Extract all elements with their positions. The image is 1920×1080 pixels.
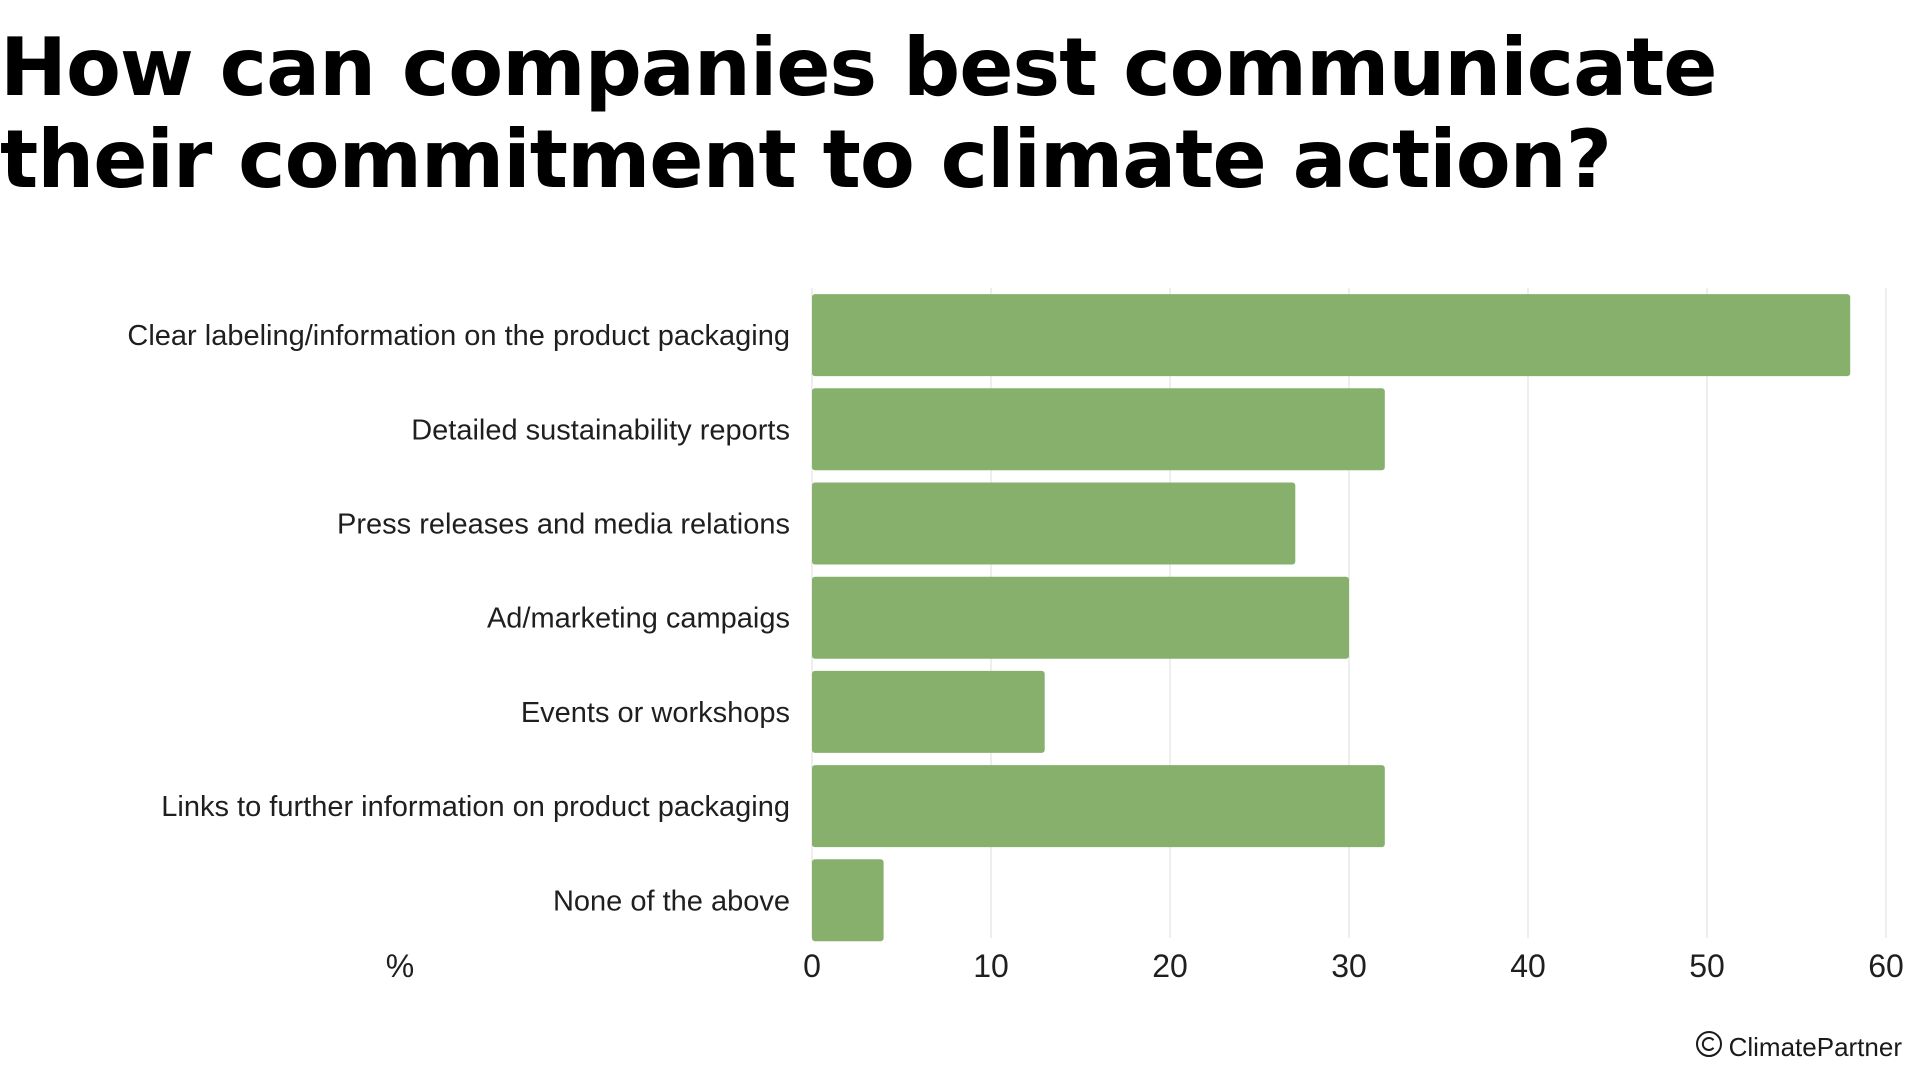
tick-label: 0	[803, 948, 821, 984]
bar	[812, 765, 1385, 848]
tick-label: 20	[1152, 948, 1188, 984]
category-label: Events or workshops	[521, 697, 790, 729]
credit-text: ClimatePartner	[1728, 1032, 1902, 1062]
tick-label: 10	[973, 948, 1009, 984]
chart-title: How can companies best communicate their…	[0, 21, 1718, 206]
bar	[812, 388, 1385, 471]
category-label: Press releases and media relations	[337, 509, 790, 541]
bar	[812, 859, 884, 942]
tick-label: 60	[1868, 948, 1904, 984]
credit: ClimatePartner	[1695, 1030, 1902, 1065]
category-label: Links to further information on product …	[161, 791, 790, 823]
x-axis-label: %	[386, 948, 414, 984]
tick-label: 50	[1689, 948, 1725, 984]
category-label: Ad/marketing campaigs	[487, 603, 790, 635]
bar	[812, 482, 1296, 565]
category-label: None of the above	[553, 885, 790, 917]
bar	[812, 294, 1851, 377]
bar	[812, 670, 1045, 753]
copyright-icon	[1695, 1030, 1723, 1065]
tick-label: 40	[1510, 948, 1546, 984]
tick-label: 30	[1331, 948, 1367, 984]
category-label: Clear labeling/information on the produc…	[127, 320, 790, 352]
bar	[812, 576, 1349, 659]
category-label: Detailed sustainability reports	[411, 414, 790, 446]
